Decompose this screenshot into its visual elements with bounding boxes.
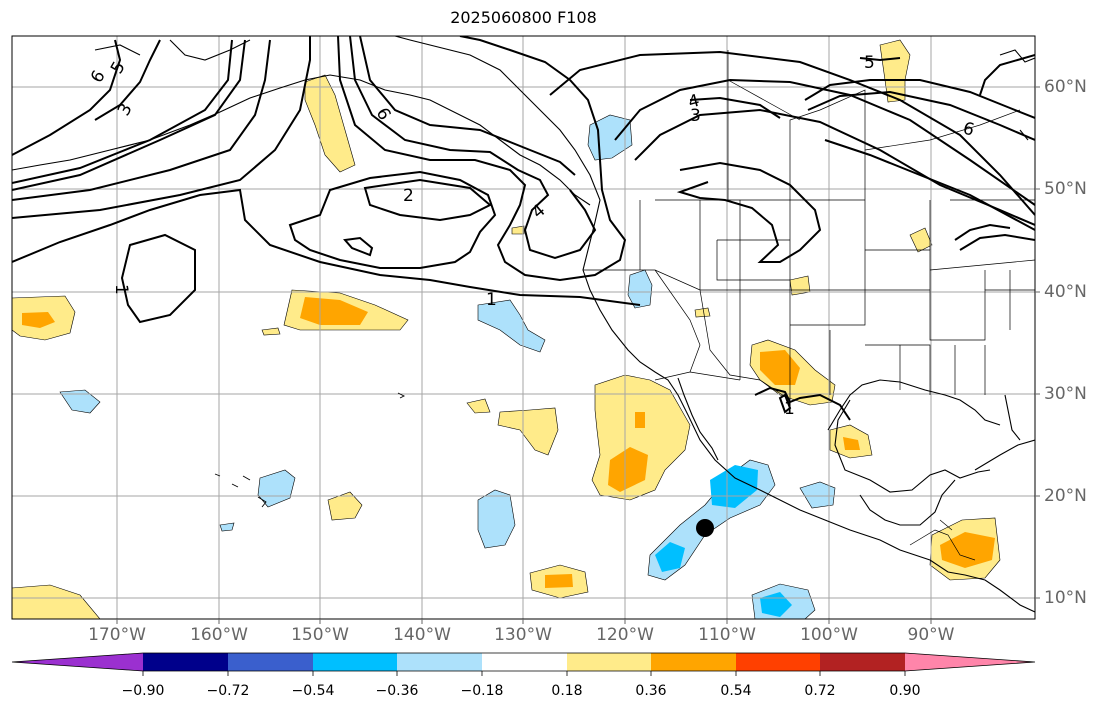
colorbar-segment bbox=[482, 653, 567, 671]
lon-label: 130°W bbox=[494, 625, 552, 645]
colorbar-segment bbox=[397, 653, 482, 671]
contour-label: 1 bbox=[486, 290, 497, 310]
islands bbox=[214, 392, 406, 508]
colorbar-extend-low bbox=[12, 653, 143, 671]
lat-label: 30°N bbox=[1044, 384, 1087, 404]
anomaly-area bbox=[466, 398, 491, 414]
lon-label: 120°W bbox=[596, 625, 654, 645]
contour-label: 4 bbox=[528, 201, 549, 223]
lat-label: 60°N bbox=[1044, 77, 1087, 97]
colorbar-tick-label: −0.72 bbox=[206, 683, 250, 699]
contour-label: 4 bbox=[686, 91, 702, 113]
contour-label: 1 bbox=[784, 399, 795, 419]
anomaly-area bbox=[843, 437, 860, 450]
contour-label: 5 bbox=[107, 58, 130, 77]
positive-anomaly-areas bbox=[12, 39, 1001, 619]
colorbar-segment bbox=[651, 653, 736, 671]
colorbar-segment bbox=[820, 653, 905, 671]
country-state-borders bbox=[583, 50, 1035, 561]
colorbar-segment bbox=[228, 653, 313, 671]
anomaly-area bbox=[219, 522, 235, 532]
colorbar-tick-label: −0.90 bbox=[121, 683, 165, 699]
lon-label: 110°W bbox=[698, 625, 756, 645]
anomaly-area bbox=[59, 389, 101, 414]
anomaly-area bbox=[635, 412, 645, 428]
anomaly-area bbox=[477, 489, 516, 549]
lat-label: 40°N bbox=[1044, 282, 1087, 302]
anomaly-area bbox=[608, 447, 648, 492]
anomaly-area bbox=[327, 491, 363, 521]
anomaly-area bbox=[477, 299, 546, 353]
anomaly-area bbox=[304, 74, 356, 173]
axis-ticks bbox=[116, 86, 1040, 624]
lon-label: 160°W bbox=[190, 625, 248, 645]
contour-label: 1 bbox=[111, 284, 131, 295]
lon-label: 170°W bbox=[88, 625, 146, 645]
anomaly-area bbox=[694, 307, 711, 318]
height-contours bbox=[12, 36, 1035, 421]
anomaly-area bbox=[511, 225, 525, 235]
storm-center-dot bbox=[696, 519, 714, 537]
colorbar-tick-label: 0.90 bbox=[889, 683, 921, 699]
anomaly-area bbox=[497, 407, 559, 456]
contour-label: 2 bbox=[403, 186, 414, 206]
colorbar-tick-label: 0.54 bbox=[720, 683, 752, 699]
coastlines bbox=[12, 36, 1035, 613]
colorbar-tick-label: −0.54 bbox=[291, 683, 335, 699]
colorbar-extend-high bbox=[905, 653, 1035, 671]
lon-label: 90°W bbox=[907, 625, 955, 645]
anomaly-area bbox=[799, 481, 836, 509]
colorbar-tick-label: −0.36 bbox=[375, 683, 419, 699]
lat-lon-grid bbox=[12, 36, 1035, 619]
colorbar-tick-label: 0.72 bbox=[804, 683, 836, 699]
negative-anomaly-areas bbox=[59, 114, 836, 619]
contour-label: 5 bbox=[864, 53, 875, 73]
colorbar-segment bbox=[567, 653, 651, 671]
colorbar-segment bbox=[143, 653, 228, 671]
map-title: 2025060800 F108 bbox=[450, 8, 597, 27]
lat-label: 20°N bbox=[1044, 486, 1087, 506]
lat-label: 10°N bbox=[1044, 588, 1087, 608]
lon-label: 140°W bbox=[393, 625, 451, 645]
anomaly-area bbox=[909, 227, 933, 253]
colorbar-tick-label: 0.36 bbox=[635, 683, 667, 699]
colorbar bbox=[11, 652, 1036, 676]
lat-label: 50°N bbox=[1044, 179, 1087, 199]
contour-label: 3 bbox=[690, 106, 701, 126]
anomaly-area bbox=[12, 584, 101, 619]
anomaly-area bbox=[22, 312, 55, 328]
colorbar-tick-label: 0.18 bbox=[551, 683, 583, 699]
lon-label: 150°W bbox=[291, 625, 349, 645]
lon-label: 100°W bbox=[800, 625, 858, 645]
anomaly-area bbox=[710, 465, 758, 508]
anomaly-area bbox=[261, 327, 281, 336]
contour-label: 6 bbox=[372, 105, 395, 124]
anomaly-area bbox=[627, 269, 653, 309]
anomaly-area bbox=[300, 297, 368, 325]
anomaly-area bbox=[940, 532, 995, 568]
colorbar-segment bbox=[313, 653, 397, 671]
contour-label: 6 bbox=[961, 119, 977, 141]
anomaly-area bbox=[545, 574, 573, 588]
anomaly-area bbox=[655, 542, 685, 572]
anomaly-area bbox=[257, 469, 296, 508]
colorbar-tick-label: −0.18 bbox=[460, 683, 504, 699]
contour-label: 6 bbox=[87, 67, 110, 86]
colorbar-segment bbox=[736, 653, 820, 671]
